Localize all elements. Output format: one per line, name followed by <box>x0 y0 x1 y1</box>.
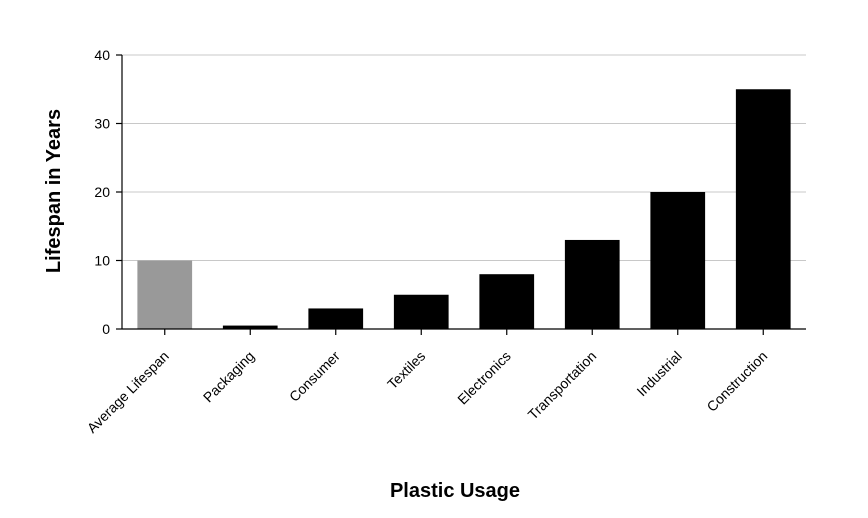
x-tick-label: Transportation <box>525 348 600 423</box>
x-tick-label: Electronics <box>454 348 514 408</box>
bar <box>137 260 193 329</box>
bar <box>308 308 364 329</box>
y-tick-label: 30 <box>94 116 110 132</box>
bars <box>137 89 791 329</box>
x-axis-title: Plastic Usage <box>390 480 520 502</box>
bar <box>393 294 449 329</box>
bar <box>222 325 278 329</box>
bar <box>479 274 535 329</box>
x-tick-label: Consumer <box>286 348 343 405</box>
axes <box>116 54 806 335</box>
y-axis-title: Lifespan in Years <box>43 109 65 273</box>
bar <box>564 239 620 329</box>
x-tick-label: Average Lifespan <box>84 348 172 436</box>
bar <box>650 192 706 329</box>
bar <box>735 89 791 329</box>
y-tick-label: 10 <box>94 253 110 269</box>
x-tick-label: Textiles <box>384 348 428 392</box>
y-tick-label: 40 <box>94 47 110 63</box>
y-tick-label: 0 <box>102 321 110 337</box>
x-tick-labels: Average Lifespan Packaging Consumer Textile… <box>84 348 771 436</box>
x-tick-label: Construction <box>703 348 770 415</box>
x-tick-label: Packaging <box>200 348 258 406</box>
y-tick-labels: 0 10 20 30 40 <box>94 47 110 337</box>
x-tick-label: Industrial <box>633 348 684 399</box>
y-tick-label: 20 <box>94 184 110 200</box>
